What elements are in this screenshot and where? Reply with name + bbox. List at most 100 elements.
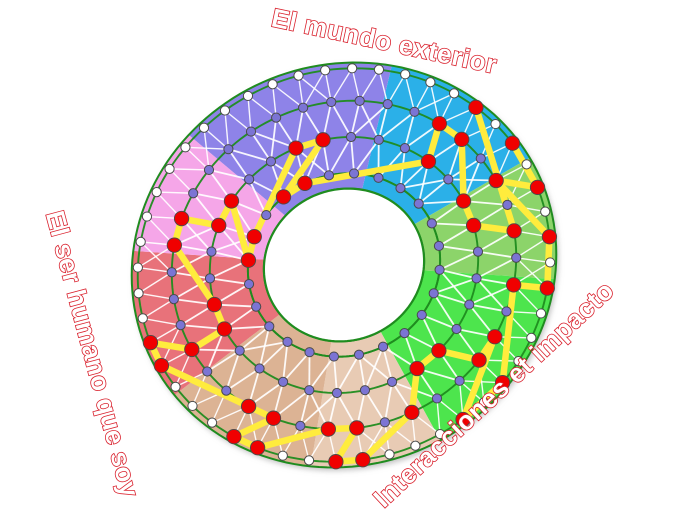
node[interactable] bbox=[296, 421, 305, 430]
node-highlighted[interactable] bbox=[421, 154, 435, 168]
node[interactable] bbox=[414, 199, 423, 208]
node-highlighted[interactable] bbox=[469, 100, 483, 114]
node[interactable] bbox=[255, 364, 264, 373]
node[interactable] bbox=[169, 295, 178, 304]
node-highlighted[interactable] bbox=[174, 211, 188, 225]
node[interactable] bbox=[450, 89, 459, 98]
node[interactable] bbox=[244, 279, 253, 288]
node[interactable] bbox=[329, 352, 338, 361]
node[interactable] bbox=[171, 382, 180, 391]
node[interactable] bbox=[435, 429, 444, 438]
node[interactable] bbox=[426, 78, 435, 87]
node[interactable] bbox=[278, 451, 287, 460]
node-highlighted[interactable] bbox=[298, 176, 312, 190]
node[interactable] bbox=[224, 145, 233, 154]
node[interactable] bbox=[142, 212, 151, 221]
node-highlighted[interactable] bbox=[167, 238, 181, 252]
node-highlighted[interactable] bbox=[224, 194, 238, 208]
node[interactable] bbox=[272, 113, 281, 122]
node[interactable] bbox=[220, 106, 229, 115]
node[interactable] bbox=[514, 357, 523, 366]
node[interactable] bbox=[491, 119, 500, 128]
node[interactable] bbox=[396, 184, 405, 193]
node-highlighted[interactable] bbox=[185, 342, 199, 356]
node-highlighted[interactable] bbox=[329, 455, 343, 469]
node-highlighted[interactable] bbox=[316, 133, 330, 147]
node[interactable] bbox=[324, 171, 333, 180]
node-highlighted[interactable] bbox=[495, 376, 509, 390]
node[interactable] bbox=[435, 265, 444, 274]
node[interactable] bbox=[502, 307, 511, 316]
node[interactable] bbox=[512, 253, 521, 262]
node[interactable] bbox=[207, 418, 216, 427]
node-highlighted[interactable] bbox=[456, 194, 470, 208]
node-highlighted[interactable] bbox=[432, 343, 446, 357]
node[interactable] bbox=[401, 70, 410, 79]
node[interactable] bbox=[455, 376, 464, 385]
node-highlighted[interactable] bbox=[266, 411, 280, 425]
node[interactable] bbox=[400, 143, 409, 152]
node[interactable] bbox=[189, 189, 198, 198]
node[interactable] bbox=[327, 97, 336, 106]
node[interactable] bbox=[181, 143, 190, 152]
node[interactable] bbox=[536, 309, 545, 318]
node[interactable] bbox=[204, 165, 213, 174]
node-highlighted[interactable] bbox=[241, 399, 255, 413]
node[interactable] bbox=[434, 241, 443, 250]
node[interactable] bbox=[243, 91, 252, 100]
node-highlighted[interactable] bbox=[350, 421, 364, 435]
node-highlighted[interactable] bbox=[207, 297, 221, 311]
node[interactable] bbox=[321, 66, 330, 75]
node[interactable] bbox=[355, 96, 364, 105]
node-highlighted[interactable] bbox=[212, 218, 226, 232]
node-highlighted[interactable] bbox=[507, 224, 521, 238]
node[interactable] bbox=[268, 80, 277, 89]
node-highlighted[interactable] bbox=[542, 230, 556, 244]
node[interactable] bbox=[522, 160, 531, 169]
node[interactable] bbox=[136, 237, 145, 246]
node[interactable] bbox=[346, 132, 355, 141]
node[interactable] bbox=[222, 386, 231, 395]
node[interactable] bbox=[348, 64, 357, 73]
node-highlighted[interactable] bbox=[276, 190, 290, 204]
node[interactable] bbox=[354, 350, 363, 359]
node-highlighted[interactable] bbox=[488, 330, 502, 344]
node[interactable] bbox=[385, 450, 394, 459]
node[interactable] bbox=[452, 324, 461, 333]
node-highlighted[interactable] bbox=[356, 452, 370, 466]
node[interactable] bbox=[262, 210, 271, 219]
node[interactable] bbox=[245, 175, 254, 184]
node[interactable] bbox=[417, 310, 426, 319]
node[interactable] bbox=[541, 207, 550, 216]
node[interactable] bbox=[235, 346, 244, 355]
node-highlighted[interactable] bbox=[530, 180, 544, 194]
node[interactable] bbox=[429, 289, 438, 298]
node[interactable] bbox=[252, 302, 261, 311]
node-highlighted[interactable] bbox=[410, 361, 424, 375]
node[interactable] bbox=[305, 348, 314, 357]
node-highlighted[interactable] bbox=[489, 173, 503, 187]
node[interactable] bbox=[400, 329, 409, 338]
node-highlighted[interactable] bbox=[227, 429, 241, 443]
node[interactable] bbox=[205, 274, 214, 283]
node[interactable] bbox=[278, 377, 287, 386]
node[interactable] bbox=[134, 289, 143, 298]
node[interactable] bbox=[176, 321, 185, 330]
node[interactable] bbox=[479, 398, 488, 407]
node[interactable] bbox=[374, 135, 383, 144]
node[interactable] bbox=[411, 441, 420, 450]
node[interactable] bbox=[188, 401, 197, 410]
node[interactable] bbox=[380, 418, 389, 427]
node[interactable] bbox=[294, 71, 303, 80]
node-highlighted[interactable] bbox=[247, 229, 261, 243]
node[interactable] bbox=[246, 127, 255, 136]
node-highlighted[interactable] bbox=[456, 412, 470, 426]
node[interactable] bbox=[152, 188, 161, 197]
node[interactable] bbox=[304, 456, 313, 465]
node-highlighted[interactable] bbox=[466, 218, 480, 232]
node[interactable] bbox=[472, 274, 481, 283]
node-highlighted[interactable] bbox=[505, 136, 519, 150]
node[interactable] bbox=[476, 154, 485, 163]
node[interactable] bbox=[265, 322, 274, 331]
node-highlighted[interactable] bbox=[241, 253, 255, 267]
